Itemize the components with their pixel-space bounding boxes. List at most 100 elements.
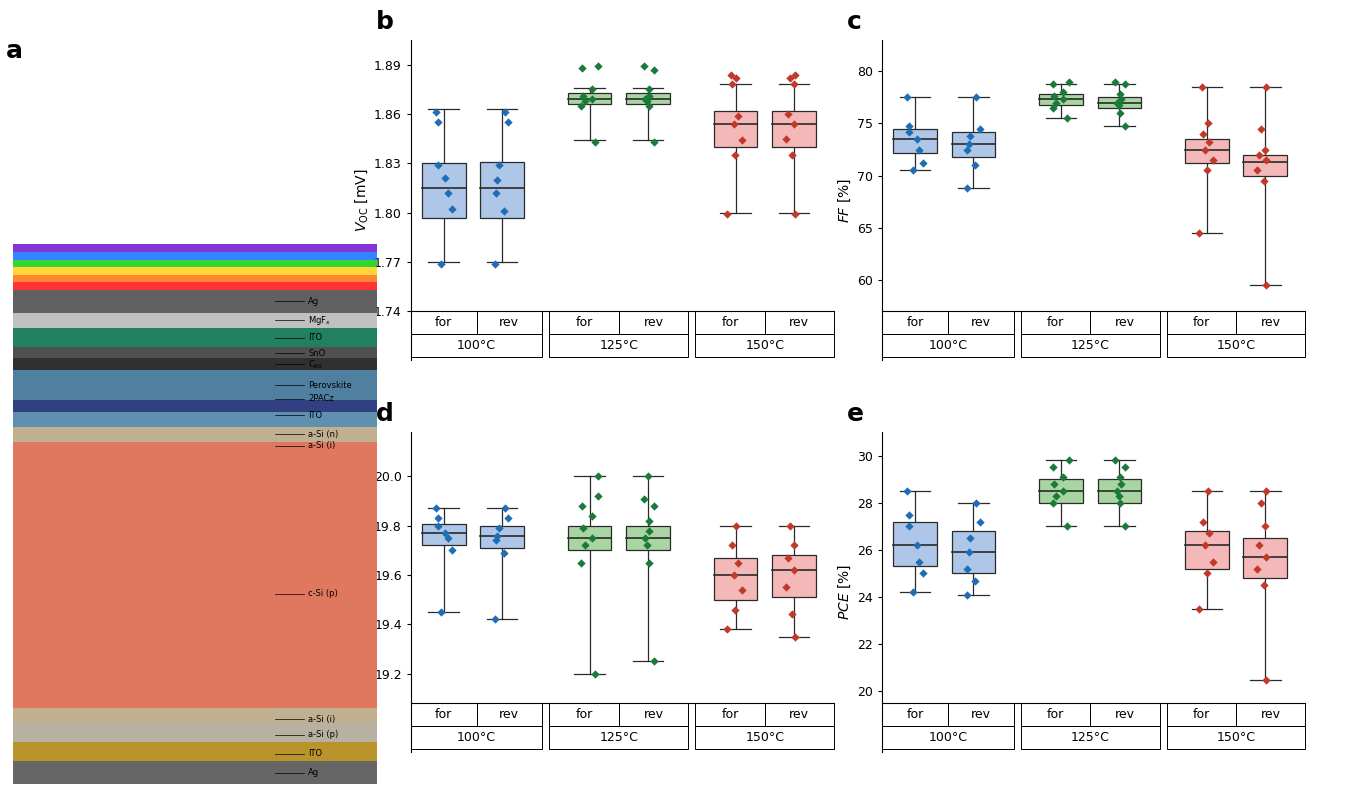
Point — [571, 499, 593, 512]
Text: 150°C: 150°C — [1216, 731, 1255, 744]
Text: rev: rev — [644, 316, 664, 330]
Point — [1043, 461, 1064, 474]
Bar — [477, 311, 541, 334]
Point — [571, 62, 593, 74]
Point — [426, 106, 447, 118]
Point — [725, 149, 746, 162]
Text: a-Si (n): a-Si (n) — [308, 430, 338, 439]
Bar — [13, 328, 377, 347]
Point — [1105, 75, 1126, 88]
Point — [959, 130, 981, 142]
Point — [1255, 674, 1277, 686]
Point — [1110, 496, 1131, 509]
Point — [725, 603, 746, 616]
Point — [435, 172, 457, 185]
Bar — [550, 334, 688, 358]
Point — [897, 91, 919, 104]
Point — [485, 613, 506, 626]
Text: for: for — [1047, 708, 1064, 722]
Point — [1052, 485, 1074, 498]
Bar — [1167, 311, 1237, 334]
Point — [717, 623, 738, 636]
Point — [644, 135, 665, 148]
Bar — [1039, 479, 1083, 502]
Bar — [695, 703, 765, 726]
Text: d: d — [376, 402, 393, 426]
Point — [779, 71, 800, 84]
Text: rev: rev — [500, 708, 520, 722]
Point — [634, 532, 656, 545]
Point — [1043, 78, 1064, 90]
Point — [902, 164, 924, 177]
Point — [585, 135, 606, 148]
Point — [717, 208, 738, 221]
Text: for: for — [722, 708, 738, 722]
Point — [1043, 478, 1064, 490]
Bar — [1237, 703, 1305, 726]
Point — [485, 534, 506, 547]
Point — [431, 257, 453, 270]
Point — [959, 532, 981, 545]
Bar — [567, 93, 612, 104]
Text: 125°C: 125°C — [1071, 731, 1110, 744]
Point — [1250, 122, 1272, 135]
Point — [731, 134, 753, 146]
Bar — [13, 411, 377, 427]
Bar — [1090, 311, 1160, 334]
Y-axis label: $PCE$ [%]: $PCE$ [%] — [836, 564, 853, 620]
Point — [1052, 93, 1074, 106]
Point — [1255, 81, 1277, 94]
Point — [497, 116, 519, 129]
Point — [587, 60, 609, 73]
Point — [968, 122, 990, 135]
Bar — [1098, 98, 1141, 108]
Point — [723, 118, 745, 130]
Point — [1203, 555, 1224, 568]
Text: 125°C: 125°C — [1071, 339, 1110, 352]
Point — [494, 106, 516, 118]
Point — [638, 90, 660, 102]
Bar — [13, 742, 377, 762]
Point — [966, 496, 987, 509]
Bar — [951, 531, 995, 574]
Point — [1196, 164, 1218, 177]
Text: rev: rev — [971, 316, 991, 330]
Point — [574, 539, 595, 552]
Bar — [550, 311, 618, 334]
Point — [907, 538, 928, 551]
Text: 125°C: 125°C — [599, 731, 638, 744]
Y-axis label: $V_{\mathrm{OC}}$ [mV]: $V_{\mathrm{OC}}$ [mV] — [353, 168, 370, 232]
Bar — [480, 526, 524, 548]
Text: a-Si (p): a-Si (p) — [308, 730, 338, 739]
Point — [636, 539, 657, 552]
Bar — [13, 313, 377, 328]
Point — [898, 126, 920, 138]
Point — [966, 91, 987, 104]
Bar — [1021, 726, 1160, 750]
Bar — [13, 708, 377, 723]
Text: 150°C: 150°C — [745, 731, 784, 744]
Point — [1105, 454, 1126, 466]
Text: a: a — [7, 39, 23, 63]
Point — [1249, 148, 1270, 161]
Point — [1250, 496, 1272, 509]
Text: rev: rev — [500, 316, 520, 330]
Point — [493, 546, 515, 559]
Text: 100°C: 100°C — [457, 731, 496, 744]
Text: for: for — [575, 316, 593, 330]
Bar — [893, 522, 938, 566]
Point — [581, 93, 602, 106]
Bar — [626, 526, 669, 550]
Point — [440, 203, 462, 216]
Point — [898, 520, 920, 533]
Point — [1188, 602, 1210, 615]
Point — [958, 546, 979, 558]
Bar — [13, 442, 377, 708]
Point — [776, 581, 797, 594]
Point — [1188, 226, 1210, 239]
Point — [726, 71, 748, 84]
Bar — [1021, 334, 1160, 358]
Point — [1106, 485, 1127, 498]
Point — [638, 514, 660, 527]
Point — [485, 186, 506, 199]
